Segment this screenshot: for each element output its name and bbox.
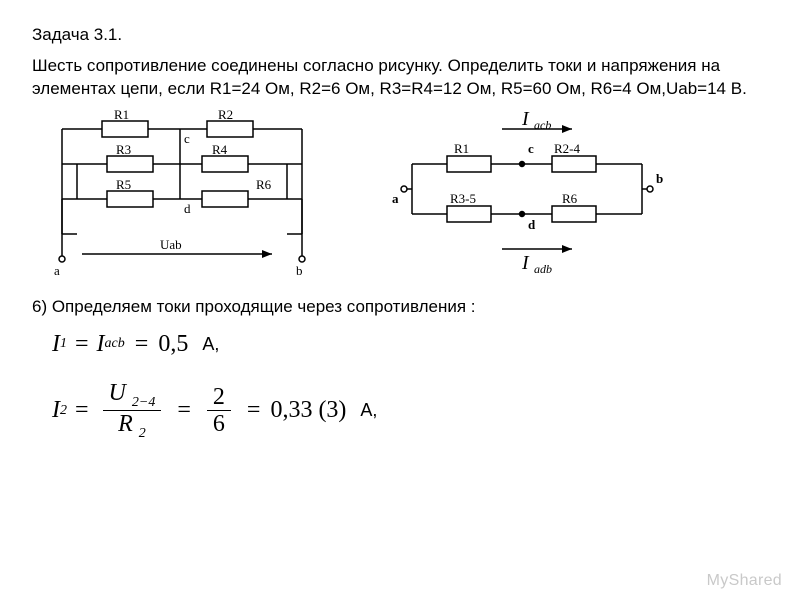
- label-iadb-sub: adb: [534, 262, 552, 276]
- f1-value: 0,5: [158, 331, 188, 358]
- diagrams-row: R1 R2 R3 R4 R5 R6 c d a b Uab: [32, 109, 768, 279]
- f2-den-sub: 2: [139, 426, 146, 441]
- f2-value: 0,33 (3): [270, 397, 346, 424]
- label-r6: R6: [256, 177, 272, 192]
- f2-var: I: [52, 397, 60, 424]
- label-c: c: [184, 131, 190, 146]
- circuit-diagram-simplified: R1 R2-4 R3-5 R6 a b c d I acb I adb: [382, 109, 682, 279]
- label-r5: R5: [116, 177, 131, 192]
- problem-body: Шесть сопротивление соединены согласно р…: [32, 55, 768, 101]
- label-r1: R1: [114, 109, 129, 122]
- f2-den-var: R: [118, 411, 133, 437]
- f1-mid-sub: acb: [105, 336, 125, 352]
- label-r2: R2: [218, 109, 233, 122]
- f1-mid-var: I: [97, 331, 105, 358]
- f1-unit: А,: [202, 334, 219, 355]
- label-r35: R3-5: [450, 191, 476, 206]
- f2-num-var: U: [109, 380, 126, 406]
- label-iacb-i: I: [521, 109, 530, 130]
- label-r3: R3: [116, 142, 131, 157]
- label-iadb-i: I: [521, 252, 530, 274]
- label-c-b: c: [528, 141, 534, 156]
- label-r4: R4: [212, 142, 228, 157]
- f2-num-val: 2: [207, 384, 231, 410]
- f1-var: I: [52, 331, 60, 358]
- label-b-b: b: [656, 171, 663, 186]
- label-r24: R2-4: [554, 141, 581, 156]
- label-b: b: [296, 263, 303, 278]
- label-r1-b: R1: [454, 141, 469, 156]
- formula-i2: I 2 = U 2−4 R 2 = 2 6 = 0,33 (3) А,: [52, 380, 768, 441]
- label-d: d: [184, 201, 191, 216]
- formula-i1: I 1 = I acb = 0,5 А,: [52, 331, 768, 358]
- watermark: MyShared: [707, 572, 782, 590]
- circuit-diagram-original: R1 R2 R3 R4 R5 R6 c d a b Uab: [32, 109, 342, 279]
- f2-sub: 2: [60, 403, 67, 419]
- problem-title: Задача 3.1.: [32, 24, 768, 47]
- label-a: a: [54, 263, 60, 278]
- f2-unit: А,: [360, 400, 377, 421]
- f2-den-val: 6: [207, 411, 231, 437]
- label-uab: Uab: [160, 237, 182, 252]
- label-d-b: d: [528, 217, 536, 232]
- label-a-b: a: [392, 191, 399, 206]
- label-r6-b: R6: [562, 191, 578, 206]
- step-label: 6) Определяем токи проходящие через сопр…: [32, 297, 768, 317]
- label-iacb-sub: acb: [534, 118, 551, 132]
- f2-num-sub: 2−4: [132, 395, 155, 410]
- f1-sub: 1: [60, 336, 67, 352]
